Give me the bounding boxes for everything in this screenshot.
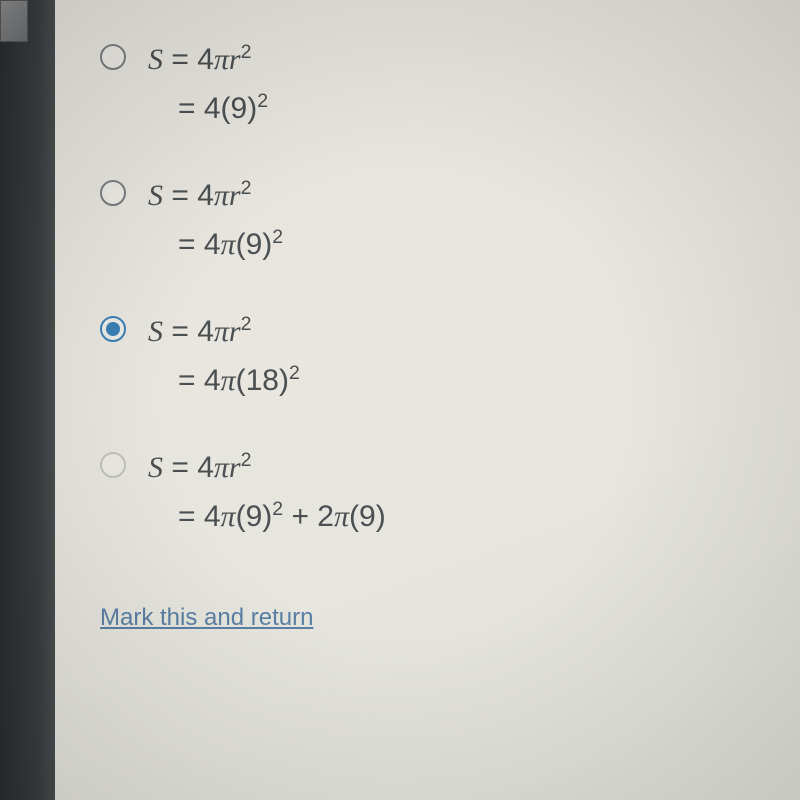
formula-line2: = 4π(9)2 + 2π(9) <box>178 497 386 536</box>
options-list: S = 4πr2 = 4(9)2 S = 4πr2 = 4π(9)2 S = 4πr2 =… <box>100 40 780 536</box>
option-row-2[interactable]: S = 4πr2 = 4π(18)2 <box>100 312 780 400</box>
formula-block-2: S = 4πr2 = 4π(18)2 <box>148 312 300 400</box>
radio-button-2[interactable] <box>100 316 126 342</box>
formula-block-3: S = 4πr2 = 4π(9)2 + 2π(9) <box>148 448 386 536</box>
formula-block-1: S = 4πr2 = 4π(9)2 <box>148 176 283 264</box>
option-row-3[interactable]: S = 4πr2 = 4π(9)2 + 2π(9) <box>100 448 780 536</box>
formula-line1: S = 4πr2 <box>148 312 300 351</box>
formula-line1: S = 4πr2 <box>148 176 283 215</box>
radio-button-3[interactable] <box>100 452 126 478</box>
formula-line1: S = 4πr2 <box>148 40 268 79</box>
mark-return-link[interactable]: Mark this and return <box>100 604 313 632</box>
left-dark-border <box>0 0 55 800</box>
radio-dot-icon <box>106 322 120 336</box>
option-row-1[interactable]: S = 4πr2 = 4π(9)2 <box>100 176 780 264</box>
formula-line1: S = 4πr2 <box>148 448 386 487</box>
thumbnail-fragment <box>0 0 28 42</box>
radio-button-1[interactable] <box>100 180 126 206</box>
formula-block-0: S = 4πr2 = 4(9)2 <box>148 40 268 128</box>
formula-line2: = 4π(9)2 <box>178 225 283 264</box>
radio-button-0[interactable] <box>100 44 126 70</box>
question-panel: S = 4πr2 = 4(9)2 S = 4πr2 = 4π(9)2 S = 4πr2 =… <box>55 0 800 800</box>
option-row-0[interactable]: S = 4πr2 = 4(9)2 <box>100 40 780 128</box>
formula-line2: = 4(9)2 <box>178 89 268 128</box>
formula-line2: = 4π(18)2 <box>178 361 300 400</box>
